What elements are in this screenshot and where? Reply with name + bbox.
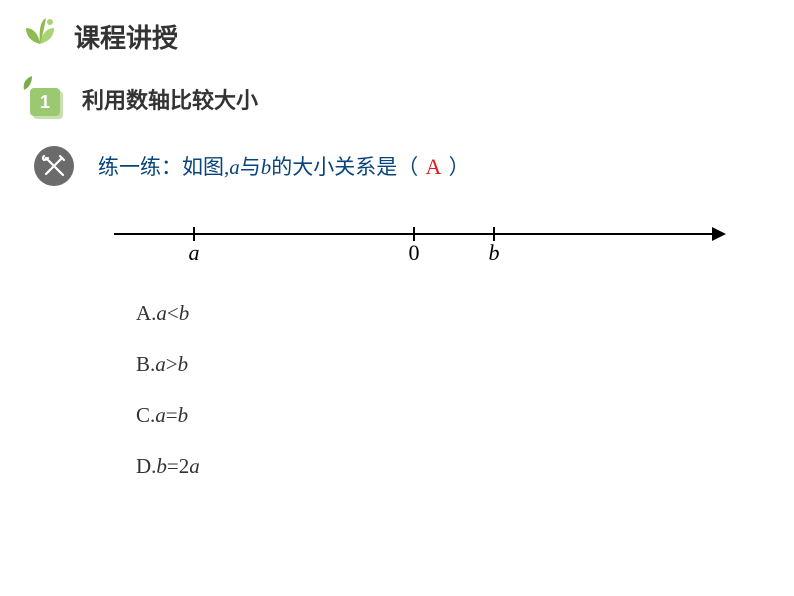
number-line-svg: a 0 b [94,214,734,270]
var-a: a [229,155,240,179]
section-title: 利用数轴比较大小 [82,83,258,115]
practice-row: 练一练：如图,a与b的大小关系是（ A ） [34,146,794,186]
q3: 的大小关系是（ [271,155,423,179]
options-list: A.a<b B.a>b C.a=b D.b=2a [34,301,794,479]
svg-text:b: b [489,240,500,265]
section-number: 1 [30,88,60,116]
option-item: C.a=b [136,403,794,428]
q2: 与 [240,155,261,179]
section-header: 1 利用数轴比较大小 [0,80,794,118]
practice-question: 练一练：如图,a与b的大小关系是（ A ） [98,151,470,181]
option-item: B.a>b [136,352,794,377]
option-item: A.a<b [136,301,794,326]
header: 课程讲授 [0,0,794,58]
q1: 如图, [182,155,229,179]
section-badge: 1 [24,80,62,118]
page-title: 课程讲授 [74,18,178,55]
svg-text:a: a [189,240,200,265]
logo-icon [18,14,62,58]
answer: A [424,154,444,179]
option-item: D.b=2a [136,454,794,479]
content-area: 练一练：如图,a与b的大小关系是（ A ） a0b A.a<bB.a>bC.a=… [0,146,794,479]
var-b: b [261,155,272,179]
number-line: a 0 b [34,214,794,275]
practice-prefix: 练一练： [98,155,182,179]
svg-text:0: 0 [409,240,420,265]
q4: ） [443,155,469,179]
tools-icon [34,146,74,186]
